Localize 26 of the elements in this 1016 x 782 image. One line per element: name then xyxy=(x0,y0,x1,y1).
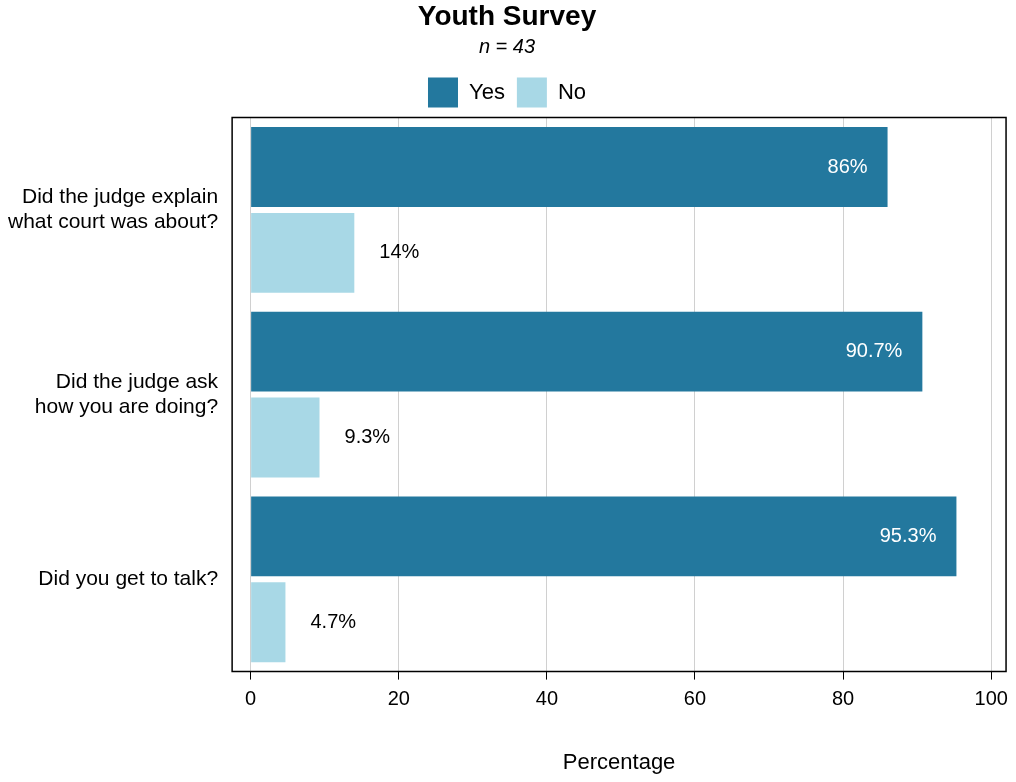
x-tick-label: 60 xyxy=(683,687,707,710)
data-label: 95.3% xyxy=(879,523,937,546)
y-tick-label: Did the judge explain what court was about? xyxy=(7,184,219,233)
bar xyxy=(251,496,957,577)
bar xyxy=(251,127,888,207)
data-label: 14% xyxy=(379,240,420,263)
x-tick-label: 20 xyxy=(387,687,410,710)
chart-title: Youth Survey xyxy=(417,0,597,31)
data-label: 90.7% xyxy=(845,339,903,362)
bar xyxy=(251,397,320,478)
data-label: 86% xyxy=(827,154,868,177)
bar xyxy=(251,212,355,293)
bar xyxy=(251,311,923,392)
legend-label: Yes xyxy=(468,78,505,104)
data-label: 9.3% xyxy=(344,425,391,448)
legend-label: No xyxy=(557,78,587,104)
bar xyxy=(251,582,286,663)
data-label: 4.7% xyxy=(310,609,357,632)
y-tick-label: Did the judge ask how you are doing? xyxy=(34,368,219,417)
x-tick-label: 40 xyxy=(535,687,558,710)
x-axis-title: Percentage xyxy=(562,748,676,774)
chart-subtitle: n = 43 xyxy=(478,35,536,58)
x-tick-label: 0 xyxy=(245,687,257,710)
x-tick-label: 100 xyxy=(974,687,1008,710)
y-tick-label: Did you get to talk? xyxy=(38,566,219,590)
x-tick-label: 80 xyxy=(831,687,855,710)
